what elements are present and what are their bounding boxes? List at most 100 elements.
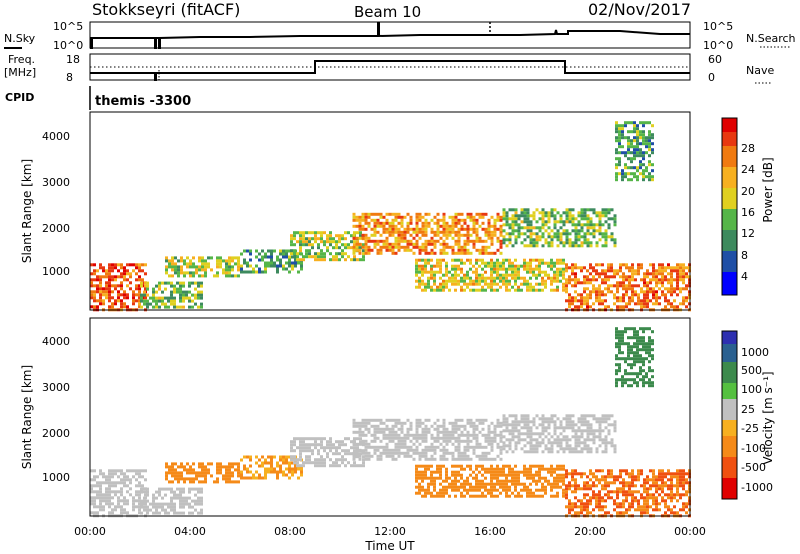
power-heatmap-cell-1 xyxy=(197,281,200,285)
velocity-heatmap-cell-7 xyxy=(511,467,514,471)
velocity-heatmap-cell-0 xyxy=(111,472,114,476)
velocity-heatmap-cell-5 xyxy=(469,424,473,428)
velocity-heatmap-cell-9 xyxy=(642,327,645,331)
velocity-heatmap-cell-6 xyxy=(604,441,608,445)
velocity-heatmap-cell-8 xyxy=(670,484,673,488)
velocity-heatmap-cell-0 xyxy=(138,472,141,476)
power-heatmap-cell-7 xyxy=(415,258,418,262)
velocity-heatmap-cell-3 xyxy=(294,470,297,474)
power-heatmap-cell-4 xyxy=(302,234,305,238)
velocity-heatmap-cell-8 xyxy=(652,499,655,503)
velocity-heatmap-cell-5 xyxy=(439,430,443,434)
power-heatmap-cell-7 xyxy=(475,258,478,262)
power-heatmap-cell-7 xyxy=(463,288,466,292)
power-heatmap-cell-8 xyxy=(661,263,664,267)
power-heatmap-cell-8 xyxy=(613,275,616,279)
power-heatmap-cell-7 xyxy=(496,282,499,286)
velocity-heatmap-cell-6 xyxy=(559,438,563,442)
power-heatmap-cell-8 xyxy=(601,290,604,294)
velocity-heatmap-cell-7 xyxy=(526,467,529,471)
power-heatmap-cell-3 xyxy=(258,258,261,262)
velocity-heatmap-cell-5 xyxy=(442,430,446,434)
power-heatmap-cell-9 xyxy=(615,130,618,134)
velocity-heatmap-cell-5 xyxy=(493,427,497,431)
power-heatmap-cell-4 xyxy=(305,237,308,241)
power-heatmap-cell-9 xyxy=(621,169,624,173)
power-heatmap-cell-2 xyxy=(216,274,219,278)
velocity-heatmap-cell-8 xyxy=(580,505,583,509)
power-heatmap-cell-3 xyxy=(300,264,303,268)
velocity-heatmap-cell-2 xyxy=(165,474,168,478)
velocity-heatmap-cell-8 xyxy=(580,502,583,506)
velocity-heatmap-cell-6 xyxy=(556,435,560,439)
power-cb-4 xyxy=(722,188,737,209)
velocity-heatmap-cell-8 xyxy=(655,508,658,512)
power-heatmap-cell-6 xyxy=(520,241,524,245)
velocity-heatmap-cell-5 xyxy=(427,430,431,434)
power-heatmap-cell-0 xyxy=(90,284,93,288)
velocity-heatmap-cell-7 xyxy=(421,494,424,498)
velocity-heatmap-cell-7 xyxy=(523,485,526,489)
power-heatmap-cell-2 xyxy=(237,265,240,269)
velocity-heatmap-cell-8 xyxy=(664,511,667,515)
velocity-heatmap-cell-2 xyxy=(216,468,219,472)
power-heatmap-cell-8 xyxy=(646,305,649,309)
power-heatmap-cell-7 xyxy=(445,261,448,265)
power-heatmap-cell-7 xyxy=(520,288,523,292)
velocity-heatmap-cell-9 xyxy=(621,342,624,346)
power-heatmap-cell-1 xyxy=(158,305,161,309)
velocity-heatmap-cell-9 xyxy=(642,381,645,385)
power-heatmap-cell-5 xyxy=(490,251,494,255)
velocity-heatmap-cell-5 xyxy=(478,421,482,425)
power-heatmap-cell-2 xyxy=(168,259,171,263)
velocity-heatmap-cell-7 xyxy=(559,467,562,471)
velocity-heatmap-cell-5 xyxy=(391,433,395,437)
power-heatmap-cell-5 xyxy=(379,212,383,216)
velocity-heatmap-cell-0 xyxy=(93,496,96,500)
power-heatmap-cell-6 xyxy=(613,244,617,248)
velocity-heatmap-cell-6 xyxy=(541,420,545,424)
power-heatmap-cell-6 xyxy=(547,226,551,230)
power-heatmap-cell-3 xyxy=(246,270,249,274)
power-heatmap-cell-5 xyxy=(397,248,401,252)
power-heatmap-cell-9 xyxy=(630,145,633,149)
power-heatmap-cell-3 xyxy=(243,261,246,265)
power-heatmap-cell-5 xyxy=(400,233,404,237)
velocity-heatmap-cell-8 xyxy=(643,511,646,515)
velocity-heatmap-cell-5 xyxy=(466,418,470,422)
power-heatmap-cell-4 xyxy=(326,240,329,244)
power-heatmap-cell-9 xyxy=(636,148,639,152)
velocity-heatmap-cell-5 xyxy=(433,427,437,431)
power-heatmap-cell-6 xyxy=(577,229,581,233)
velocity-heatmap-cell-8 xyxy=(631,496,634,500)
power-heatmap-cell-5 xyxy=(355,224,359,228)
power-heatmap-cell-5 xyxy=(466,215,470,219)
power-heatmap-cell-4 xyxy=(326,237,329,241)
velocity-heatmap-cell-3 xyxy=(270,461,273,465)
power-heatmap-cell-4 xyxy=(359,246,362,250)
velocity-heatmap-cell-6 xyxy=(574,423,578,427)
power-heatmap-cell-5 xyxy=(481,227,485,231)
velocity-heatmap-cell-3 xyxy=(276,470,279,474)
power-heatmap-cell-6 xyxy=(583,223,587,227)
power-heatmap-cell-5 xyxy=(499,218,503,222)
velocity-heatmap-cell-6 xyxy=(511,426,515,430)
power-heatmap-cell-7 xyxy=(481,285,484,289)
power-cb-0 xyxy=(722,272,737,295)
power-heatmap-cell-1 xyxy=(152,287,155,291)
velocity-heatmap-cell-2 xyxy=(186,477,189,481)
velocity-heatmap-cell-0 xyxy=(102,475,105,479)
power-heatmap-cell-7 xyxy=(541,288,544,292)
power-heatmap-cell-0 xyxy=(93,272,96,276)
power-heatmap-cell-5 xyxy=(385,248,389,252)
power-heatmap-cell-2 xyxy=(174,265,177,269)
power-heatmap-cell-5 xyxy=(454,224,458,228)
power-heatmap-cell-0 xyxy=(120,266,123,270)
power-heatmap-cell-8 xyxy=(646,281,649,285)
power-heatmap-cell-1 xyxy=(146,299,149,303)
power-heatmap-cell-8 xyxy=(574,275,577,279)
power-heatmap-cell-8 xyxy=(625,287,628,291)
velocity-heatmap-cell-7 xyxy=(550,470,553,474)
velocity-heatmap-cell-6 xyxy=(526,435,530,439)
power-heatmap-cell-0 xyxy=(108,278,111,282)
